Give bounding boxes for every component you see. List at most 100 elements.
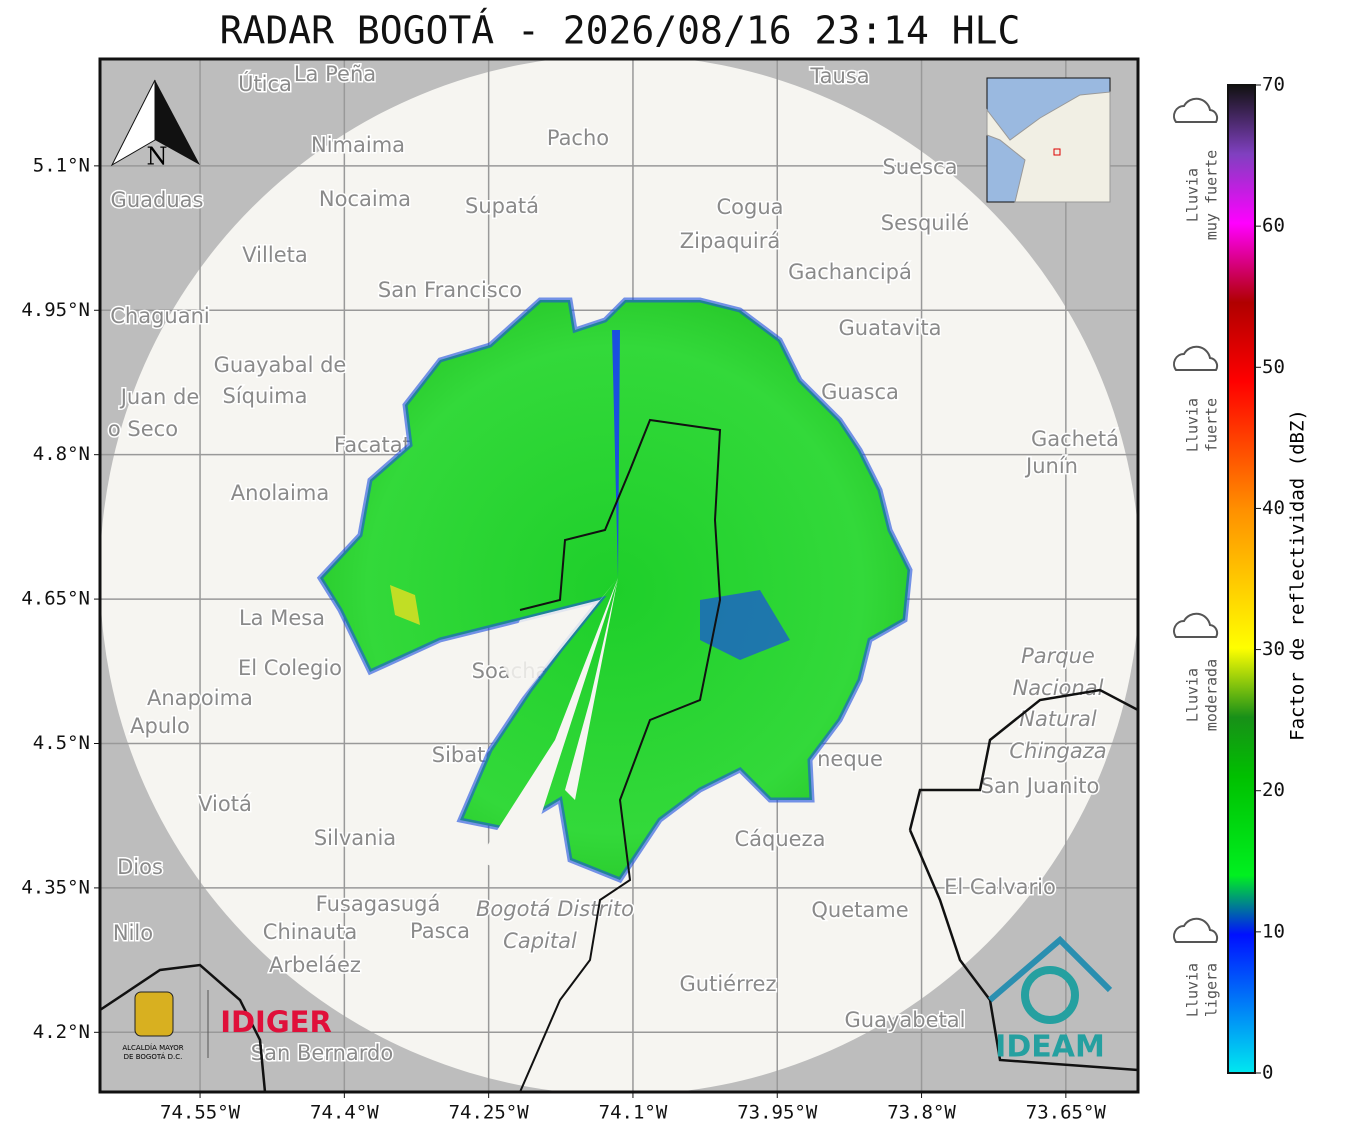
ideam-logo: IDEAM — [995, 1030, 1105, 1065]
place-label: Guayabetal — [845, 1008, 966, 1032]
place-label: Anapoima — [147, 686, 253, 710]
inset-land — [986, 91, 1111, 203]
x-tick-label: 73.65°W — [1026, 1102, 1107, 1124]
echo-core — [390, 585, 420, 625]
colorbar-tick-label: 40 — [1262, 497, 1285, 519]
place-label: Quetame — [811, 898, 908, 922]
colorbar — [1227, 84, 1256, 1074]
border — [908, 688, 1138, 831]
echo-gap — [478, 578, 618, 880]
place-label: Arbeláez — [269, 953, 361, 977]
place-label: Fusagasugá — [316, 892, 441, 916]
place-label: Chinauta — [263, 920, 357, 944]
rain-level-label: muy fuerte — [1203, 150, 1221, 240]
place-label: La Peña — [294, 62, 376, 86]
place-label: Villeta — [242, 243, 307, 267]
north-arrow — [110, 79, 156, 167]
radar-echo — [316, 297, 913, 884]
inset-marker — [1053, 148, 1061, 156]
place-label: Cáqueza — [735, 827, 826, 851]
colorbar-tick-label: 70 — [1262, 74, 1285, 96]
rain-level-label: ligera — [1203, 963, 1221, 1017]
alcaldia-text: ALCALDÍA MAYOR — [122, 1043, 183, 1052]
rain-icon — [1173, 917, 1219, 943]
place-label: Guayabal de — [214, 353, 347, 377]
place-label: El Colegio — [238, 656, 342, 680]
place-label: Nocaima — [319, 187, 411, 211]
place-label: Viotá — [198, 792, 252, 816]
y-tick-label: 5.1°N — [33, 154, 90, 176]
place-label: Silvania — [314, 826, 396, 850]
ideam-swirl — [1021, 966, 1079, 1024]
place-label: Parque — [1021, 644, 1095, 668]
ideam-roof — [988, 935, 1113, 1003]
place-label: Útica — [238, 71, 292, 96]
place-label: Junín — [1024, 454, 1078, 478]
alcaldia-shield — [134, 991, 174, 1037]
place-label: neque — [817, 747, 883, 771]
colorbar-tick-label: 0 — [1262, 1062, 1273, 1084]
place-label: Apulo — [130, 714, 190, 738]
colorbar-label: Factor de reflectividad (dBZ) — [1287, 409, 1309, 741]
place-label: Anolaima — [231, 481, 329, 505]
rain-level-label: Lluvia — [1184, 168, 1202, 222]
x-tick-label: 73.8°W — [887, 1102, 956, 1124]
echo-gap — [565, 578, 618, 800]
alcaldia-text: DE BOGOTÁ D.C. — [124, 1052, 183, 1061]
echo-core — [700, 590, 790, 660]
echo-gap — [500, 578, 618, 700]
place-label: Tausa — [809, 64, 869, 88]
colorbar-tick-label: 60 — [1262, 215, 1285, 237]
place-label: Guaduas — [111, 188, 204, 212]
x-tick-label: 74.1°W — [599, 1102, 668, 1124]
x-tick-label: 74.4°W — [310, 1102, 379, 1124]
border — [100, 963, 267, 1092]
colorbar-tick-label: 50 — [1262, 356, 1285, 378]
place-label: Nimaima — [311, 133, 405, 157]
place-label: Gachetá — [1031, 427, 1119, 451]
place-label: San Bernardo — [251, 1041, 393, 1065]
place-label: Natural — [1019, 707, 1097, 731]
place-label: San Juanito — [981, 774, 1100, 798]
y-tick-label: 4.2°N — [33, 1021, 90, 1043]
place-label: Supatá — [465, 194, 539, 218]
place-label: Pasca — [410, 919, 470, 943]
y-tick-label: 4.5°N — [33, 732, 90, 754]
place-label: o Seco — [108, 417, 178, 441]
y-tick-label: 4.95°N — [21, 299, 90, 321]
x-tick-label: 74.55°W — [160, 1102, 241, 1124]
place-label: Sesquilé — [881, 211, 969, 235]
place-label: Gachancipá — [788, 260, 912, 284]
map-frame — [98, 57, 1140, 1094]
border — [908, 829, 1138, 1072]
place-label: San Francisco — [378, 278, 522, 302]
rain-level-label: moderada — [1203, 659, 1221, 731]
x-tick-label: 73.95°W — [737, 1102, 818, 1124]
place-label: Nilo — [113, 921, 153, 945]
place-label: Dios — [117, 855, 163, 879]
north-label: N — [147, 143, 168, 171]
place-label: Síquima — [223, 384, 308, 408]
rain-level-label: fuerte — [1203, 398, 1221, 452]
map-area: Útica La Peña Tausa Pacho Nimaima Suesca Guadu… — [100, 59, 1138, 1092]
place-label: Suesca — [883, 155, 958, 179]
place-label: Guasca — [821, 380, 899, 404]
place-label: Pacho — [547, 126, 609, 150]
place-label: Zipaquirá — [680, 229, 780, 253]
x-tick-label: 74.25°W — [449, 1102, 530, 1124]
rain-icon — [1173, 97, 1219, 123]
place-label: La Mesa — [239, 606, 325, 630]
rain-icon — [1173, 612, 1219, 638]
rain-level-label: Lluvia — [1184, 668, 1202, 722]
colorbar-tick-label: 30 — [1262, 638, 1285, 660]
colorbar-tick-label: 20 — [1262, 779, 1285, 801]
place-label: El Calvario — [944, 875, 1056, 899]
place-label: Guatavita — [839, 316, 942, 340]
border — [519, 418, 722, 1092]
rain-level-label: Lluvia — [1184, 398, 1202, 452]
place-label: Chaguani — [110, 304, 210, 328]
north-arrow — [155, 80, 200, 165]
y-tick-label: 4.35°N — [21, 876, 90, 898]
place-label: Chingaza — [1009, 739, 1106, 763]
